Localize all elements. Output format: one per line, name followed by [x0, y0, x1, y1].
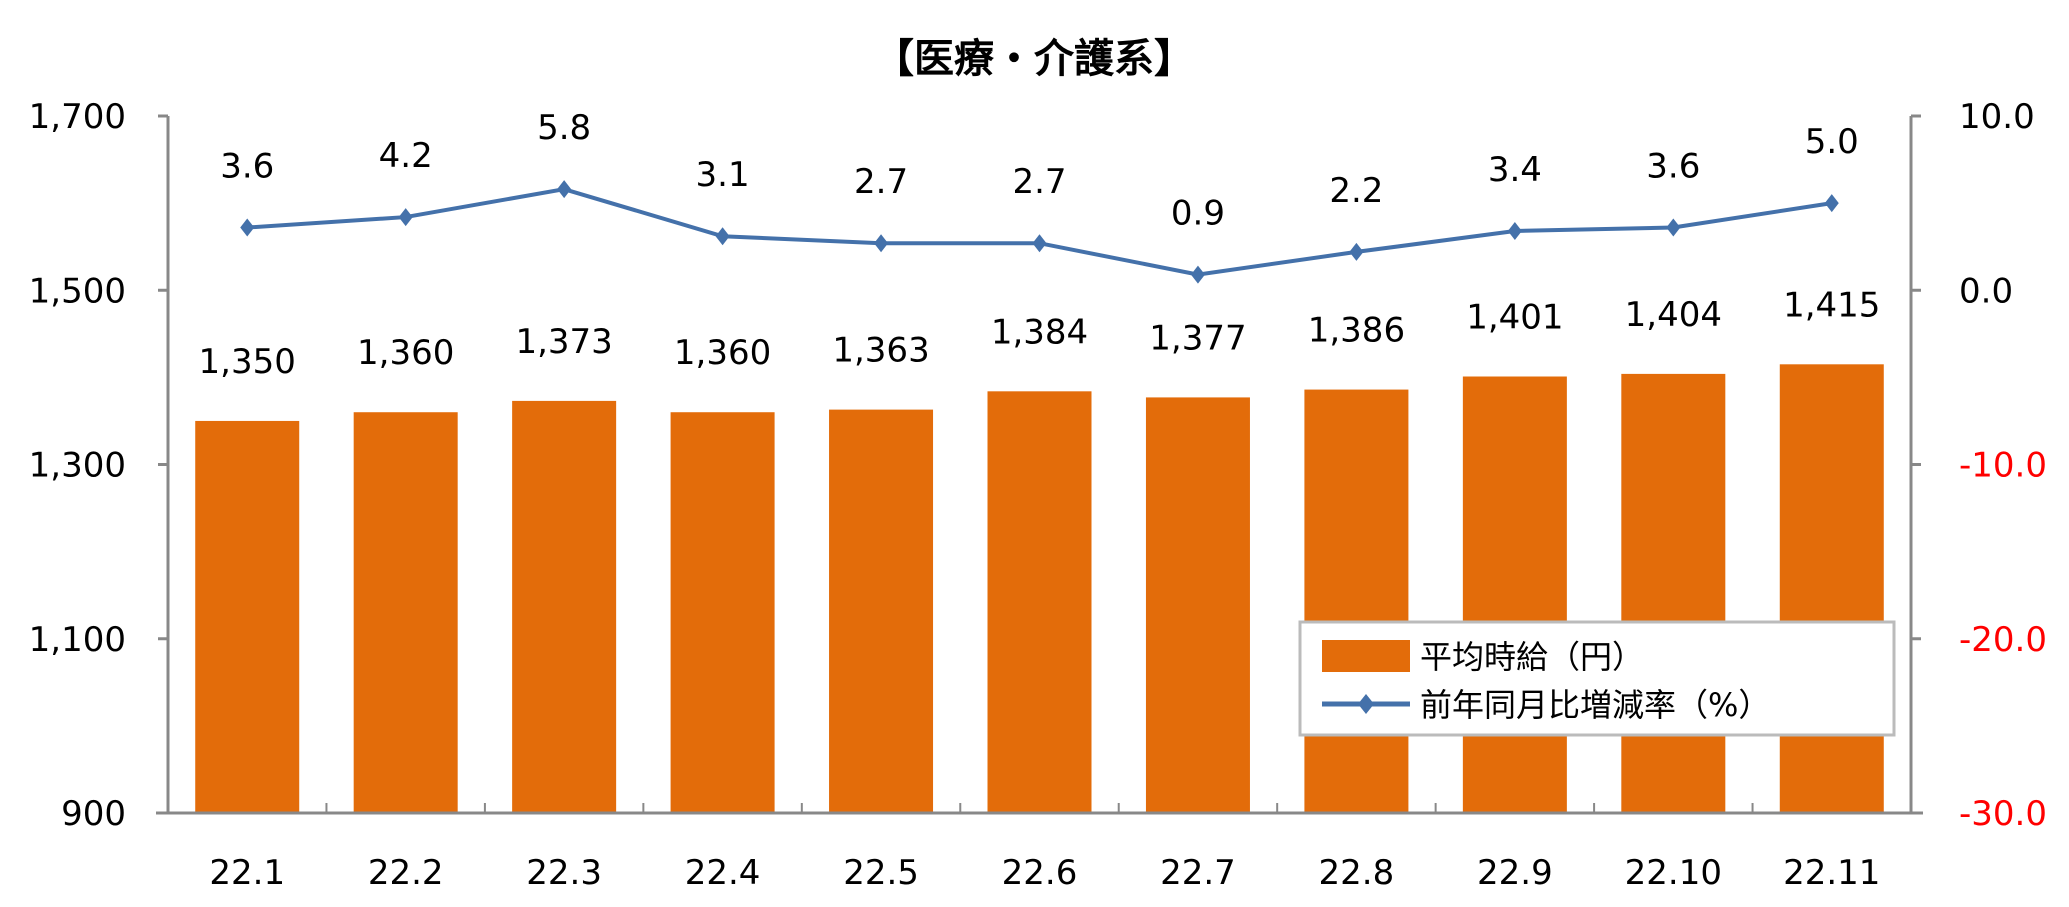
- legend: 平均時給（円） 前年同月比増減率（%）: [1298, 620, 1896, 737]
- bar: [1304, 389, 1409, 813]
- bar-data-label: 1,360: [357, 333, 454, 373]
- right-tick-label: -30.0: [1959, 794, 2047, 834]
- line-data-label: 2.7: [854, 162, 908, 202]
- bar: [1621, 373, 1726, 813]
- bar: [353, 412, 458, 813]
- line-point: [874, 234, 889, 253]
- x-tick-label: 22.3: [526, 853, 602, 893]
- x-tick-label: 22.9: [1477, 853, 1553, 893]
- line-data-label: 3.6: [1646, 147, 1700, 187]
- legend-marker-icon: [1358, 694, 1374, 714]
- legend-bar-swatch: [1322, 640, 1410, 672]
- bar-data-label: 1,350: [199, 342, 296, 382]
- line-point: [240, 218, 255, 237]
- legend-label-line: 前年同月比増減率（%）: [1420, 686, 1770, 724]
- bar: [1779, 364, 1884, 813]
- left-tick-label: 900: [61, 794, 126, 834]
- line-point: [1349, 242, 1364, 261]
- line-data-label: 2.2: [1329, 171, 1383, 211]
- line-point: [398, 208, 413, 227]
- x-tick-label: 22.2: [368, 853, 444, 893]
- x-tick-label: 22.6: [1002, 853, 1078, 893]
- x-tick-label: 22.8: [1319, 853, 1395, 893]
- bar-data-label: 1,373: [515, 322, 612, 362]
- bar-data-label: 1,384: [991, 312, 1088, 352]
- x-tick-label: 22.10: [1625, 853, 1722, 893]
- bar: [1145, 397, 1250, 813]
- bar-data-label: 1,415: [1783, 285, 1880, 325]
- left-tick-label: 1,100: [29, 620, 126, 660]
- line-point: [1507, 222, 1522, 241]
- bar: [1462, 376, 1567, 813]
- bar: [829, 409, 934, 813]
- bar: [512, 400, 617, 813]
- line-data-label: 3.4: [1488, 150, 1542, 190]
- line-point: [715, 227, 730, 246]
- line-data-label: 4.2: [379, 136, 433, 176]
- bar-data-label: 1,377: [1149, 318, 1246, 358]
- legend-label-bar: 平均時給（円）: [1420, 638, 1644, 676]
- line-data-label: 5.8: [537, 108, 591, 148]
- x-tick-label: 22.5: [843, 853, 919, 893]
- x-tick-label: 22.11: [1783, 853, 1880, 893]
- bar-data-label: 1,401: [1466, 298, 1563, 338]
- left-tick-label: 1,500: [29, 271, 126, 311]
- line-data-label: 5.0: [1805, 122, 1859, 162]
- bar-data-label: 1,404: [1625, 295, 1722, 335]
- line-data-label: 0.9: [1171, 194, 1225, 234]
- left-tick-label: 1,700: [29, 97, 126, 137]
- right-tick-label: 10.0: [1959, 97, 2035, 137]
- line-data-label: 2.7: [1012, 162, 1066, 202]
- line-point: [1032, 234, 1047, 253]
- line-data-label: 3.1: [696, 155, 750, 195]
- left-tick-label: 1,300: [29, 446, 126, 486]
- line-point: [1666, 218, 1681, 237]
- line-point: [1824, 194, 1839, 213]
- bar: [670, 412, 775, 813]
- x-tick-label: 22.4: [685, 853, 761, 893]
- line-point: [1190, 265, 1205, 284]
- line-point: [557, 180, 572, 199]
- x-tick-label: 22.1: [209, 853, 285, 893]
- bar: [195, 420, 300, 813]
- right-tick-label: -20.0: [1959, 620, 2047, 660]
- line-data-label: 3.6: [220, 147, 274, 187]
- bar-data-label: 1,363: [832, 331, 929, 371]
- bar-data-label: 1,386: [1308, 311, 1405, 351]
- x-tick-label: 22.7: [1160, 853, 1236, 893]
- right-tick-label: -10.0: [1959, 446, 2047, 486]
- chart-title: 【医療・介護系】: [874, 36, 1194, 82]
- right-tick-label: 0.0: [1959, 271, 2013, 311]
- bar: [987, 391, 1092, 813]
- bar-data-label: 1,360: [674, 333, 771, 373]
